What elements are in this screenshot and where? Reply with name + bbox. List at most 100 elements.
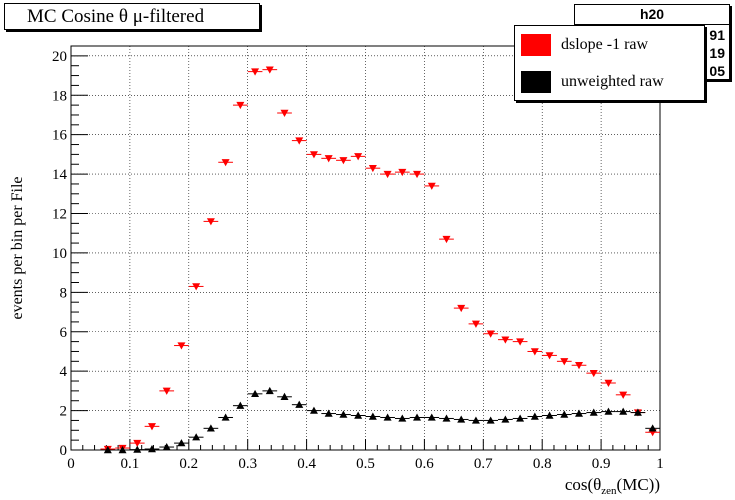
data-point bbox=[221, 159, 230, 167]
data-point bbox=[251, 68, 260, 76]
data-point bbox=[133, 439, 142, 448]
data-point bbox=[383, 170, 392, 179]
x-tick-label: 0.3 bbox=[238, 456, 257, 472]
data-point bbox=[339, 410, 348, 418]
data-point bbox=[162, 443, 171, 451]
stats-histogram-name: h20 bbox=[575, 5, 729, 25]
x-tick-label: 1 bbox=[656, 456, 664, 472]
y-tick-label: 8 bbox=[60, 285, 68, 301]
data-point bbox=[398, 168, 407, 177]
x-tick-label: 0.7 bbox=[474, 456, 493, 472]
series-dslope bbox=[100, 66, 660, 454]
y-tick-label: 14 bbox=[52, 167, 68, 183]
data-point bbox=[309, 151, 318, 159]
data-point bbox=[177, 342, 186, 350]
x-axis-label: cos(θzen(MC)) bbox=[565, 475, 660, 497]
data-point bbox=[560, 410, 569, 418]
data-point bbox=[147, 423, 156, 431]
data-point bbox=[206, 218, 215, 226]
data-point bbox=[368, 164, 377, 173]
stats-value: 91 bbox=[709, 27, 725, 43]
data-point bbox=[501, 336, 510, 344]
data-point bbox=[486, 330, 495, 338]
data-point bbox=[545, 352, 554, 360]
data-point bbox=[471, 320, 480, 328]
data-point bbox=[177, 439, 186, 447]
x-tick-label: 0.5 bbox=[356, 456, 375, 472]
data-point bbox=[192, 433, 201, 441]
y-tick-label: 12 bbox=[52, 207, 67, 223]
legend: dslope -1 raw unweighted raw bbox=[514, 25, 705, 101]
data-point bbox=[575, 409, 584, 417]
data-point bbox=[575, 362, 584, 370]
data-point bbox=[103, 446, 112, 454]
data-point bbox=[589, 369, 598, 378]
data-point bbox=[471, 416, 480, 424]
data-point bbox=[516, 338, 525, 346]
data-point bbox=[589, 408, 598, 416]
chart-title: MC Cosine θ μ-filtered bbox=[4, 3, 260, 30]
grid-lines bbox=[71, 46, 660, 450]
data-point bbox=[295, 137, 304, 145]
data-point bbox=[457, 415, 466, 423]
data-point bbox=[413, 170, 422, 179]
data-point bbox=[339, 157, 348, 165]
data-point bbox=[133, 445, 142, 453]
data-point bbox=[236, 101, 245, 110]
x-tick-label: 0.6 bbox=[415, 456, 434, 472]
legend-label: dslope -1 raw bbox=[561, 36, 649, 53]
data-point bbox=[324, 409, 333, 417]
x-tick-label: 0.9 bbox=[592, 456, 611, 472]
data-point bbox=[221, 413, 230, 421]
y-tick-label: 0 bbox=[60, 443, 68, 459]
data-point bbox=[530, 348, 539, 356]
y-tick-label: 4 bbox=[60, 364, 68, 380]
data-point bbox=[442, 414, 451, 422]
data-point bbox=[192, 283, 201, 291]
data-point bbox=[354, 153, 363, 161]
y-tick-label: 16 bbox=[52, 128, 68, 144]
data-point bbox=[265, 66, 274, 74]
data-point bbox=[604, 407, 613, 415]
data-point bbox=[560, 358, 569, 366]
legend-entry: unweighted raw bbox=[521, 69, 664, 95]
data-point bbox=[236, 401, 245, 409]
x-tick-label: 0.4 bbox=[297, 456, 316, 472]
y-axis-label: events per bin per File bbox=[9, 176, 26, 319]
x-tick-label: 0.2 bbox=[179, 456, 198, 472]
data-point bbox=[486, 416, 495, 424]
data-point bbox=[604, 379, 613, 387]
y-tick-label: 10 bbox=[52, 246, 67, 262]
legend-swatch-black bbox=[521, 71, 551, 93]
x-tick-label: 0.1 bbox=[121, 456, 140, 472]
data-point bbox=[457, 304, 466, 313]
data-point bbox=[309, 406, 318, 414]
data-point bbox=[398, 414, 407, 422]
data-point bbox=[545, 411, 554, 419]
data-point bbox=[413, 413, 422, 421]
data-point bbox=[442, 235, 451, 244]
data-point bbox=[619, 391, 628, 399]
legend-label: unweighted raw bbox=[561, 73, 664, 90]
axis-ticks: 0 0.1 0.2 0.3 0.4 0.5 0.6 0.7 0.8 0.9 102468101214… bbox=[52, 49, 664, 472]
y-tick-label: 18 bbox=[52, 88, 67, 104]
data-point bbox=[280, 392, 289, 400]
x-tick-label: 0.8 bbox=[533, 456, 552, 472]
data-point bbox=[251, 389, 260, 398]
data-point bbox=[427, 413, 436, 421]
data-point bbox=[368, 412, 377, 420]
data-point bbox=[633, 408, 642, 416]
data-point bbox=[118, 446, 127, 454]
data-point bbox=[516, 414, 525, 422]
legend-entry: dslope -1 raw bbox=[521, 32, 648, 58]
data-point bbox=[295, 400, 304, 408]
series-unweighted bbox=[100, 386, 660, 454]
y-tick-label: 6 bbox=[60, 325, 68, 341]
data-point bbox=[265, 386, 274, 395]
legend-swatch-red bbox=[521, 34, 551, 56]
data-point bbox=[501, 415, 510, 423]
y-tick-label: 2 bbox=[60, 404, 68, 420]
x-tick-label: 0 bbox=[67, 456, 75, 472]
stats-value: 19 bbox=[709, 45, 725, 61]
